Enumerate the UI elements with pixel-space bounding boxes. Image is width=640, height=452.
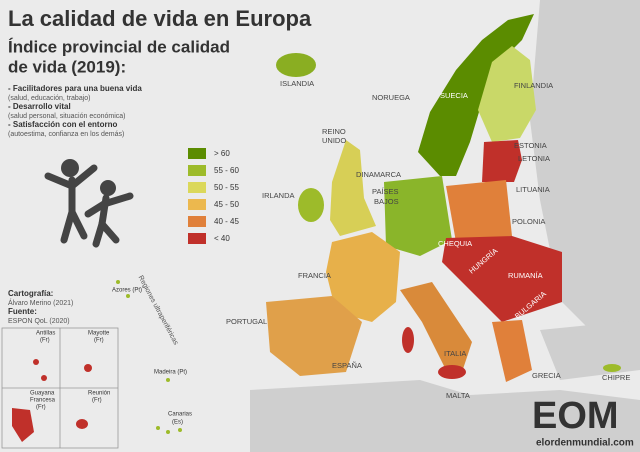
title: La calidad de vida en Europa bbox=[8, 6, 312, 31]
country-label: CHEQUIA bbox=[438, 239, 472, 248]
east-europe bbox=[442, 236, 562, 322]
country-label: NORUEGA bbox=[372, 93, 410, 102]
legend-swatch bbox=[188, 199, 206, 210]
country-label: IRLANDA bbox=[262, 191, 295, 200]
country-label: ESPAÑA bbox=[332, 361, 362, 370]
people-icon bbox=[44, 159, 134, 248]
country-label: GRECIA bbox=[532, 371, 561, 380]
subtitle: de vida (2019): bbox=[8, 57, 126, 76]
legend-label: 55 - 60 bbox=[214, 166, 239, 175]
country-label: MALTA bbox=[446, 391, 470, 400]
sardinia bbox=[402, 327, 414, 353]
sicily bbox=[438, 365, 466, 379]
country-label: ITALIA bbox=[444, 349, 466, 358]
inset-frames bbox=[1, 327, 119, 449]
credit: Álvaro Merino (2021) bbox=[8, 298, 73, 307]
inset-regions bbox=[12, 359, 92, 442]
finland bbox=[478, 46, 536, 142]
iberia bbox=[266, 296, 362, 376]
inset-label: (Fr) bbox=[94, 338, 104, 344]
logo: EOM bbox=[532, 395, 619, 437]
country-label: LITUANIA bbox=[516, 185, 550, 194]
credit: ESPON QoL (2020) bbox=[8, 318, 70, 325]
inset-label: Reunión bbox=[88, 391, 110, 397]
inset-label: Mayotte bbox=[88, 331, 110, 337]
legend-swatch bbox=[188, 216, 206, 227]
legend-label: < 40 bbox=[214, 234, 230, 243]
component-detail: (salud, educación, trabajo) bbox=[8, 95, 91, 102]
component-name: - Desarrollo vital bbox=[8, 102, 71, 111]
island-label: Madeira (Pt) bbox=[154, 370, 187, 376]
italy bbox=[400, 282, 472, 372]
legend-label: 45 - 50 bbox=[214, 200, 239, 209]
legend-swatch bbox=[188, 233, 206, 244]
credit-label: Cartografía: bbox=[8, 289, 53, 298]
country-label: BAJOS bbox=[374, 197, 399, 206]
country-label: ESTONIA bbox=[514, 141, 547, 150]
legend-label: > 60 bbox=[214, 149, 230, 158]
country-label: DINAMARCA bbox=[356, 170, 401, 179]
country-label: CHIPRE bbox=[602, 373, 630, 382]
land bbox=[250, 380, 640, 452]
inset-label: (Fr) bbox=[92, 398, 102, 404]
component-name: - Facilitadores para una buena vida bbox=[8, 84, 142, 93]
country-label: FRANCIA bbox=[298, 271, 331, 280]
country-label: REINO bbox=[322, 127, 346, 136]
island-label: Canarias bbox=[168, 412, 192, 418]
inset-label: (Fr) bbox=[40, 338, 50, 344]
country-label: PORTUGAL bbox=[226, 317, 267, 326]
logo-site: elordenmundial.com bbox=[536, 438, 634, 449]
legend-label: 50 - 55 bbox=[214, 183, 239, 192]
inset-label: Guayana bbox=[30, 391, 55, 397]
inset-label: (Fr) bbox=[36, 405, 46, 411]
island-label: Azores (Pt) bbox=[112, 288, 142, 294]
ireland bbox=[298, 188, 324, 222]
island-label: (Es) bbox=[172, 420, 183, 426]
country-label: LETONIA bbox=[518, 154, 550, 163]
country-label: UNIDO bbox=[322, 136, 346, 145]
uk bbox=[330, 140, 376, 236]
subtitle: Índice provincial de calidad bbox=[8, 37, 230, 56]
inset-label: Francesa bbox=[30, 398, 56, 404]
country-label: FINLANDIA bbox=[514, 81, 553, 90]
iceland bbox=[276, 53, 316, 77]
component-name: - Satisfacción con el entorno bbox=[8, 120, 117, 129]
poland bbox=[446, 180, 512, 242]
islands bbox=[116, 280, 182, 434]
credit-label: Fuente: bbox=[8, 307, 37, 316]
legend-swatch bbox=[188, 148, 206, 159]
france bbox=[326, 232, 400, 322]
legend: > 60 55 - 60 50 - 55 45 - 50 40 - 45 < 40 bbox=[188, 148, 239, 244]
greece bbox=[492, 320, 532, 382]
baltics bbox=[482, 140, 522, 182]
country-label: RUMANÍA bbox=[508, 271, 543, 280]
component-detail: (salud personal, situación económica) bbox=[8, 113, 126, 120]
cyprus bbox=[603, 364, 621, 372]
country-label: PAÍSES bbox=[372, 187, 399, 196]
legend-label: 40 - 45 bbox=[214, 217, 239, 226]
country-label: ISLANDIA bbox=[280, 79, 314, 88]
inset-label: Antillas bbox=[36, 331, 55, 337]
legend-swatch bbox=[188, 182, 206, 193]
legend-swatch bbox=[188, 165, 206, 176]
country-label: SUECIA bbox=[440, 91, 468, 100]
component-detail: (autoestima, confianza en los demás) bbox=[8, 131, 124, 138]
central-europe bbox=[384, 176, 452, 256]
country-label: POLONIA bbox=[512, 217, 545, 226]
